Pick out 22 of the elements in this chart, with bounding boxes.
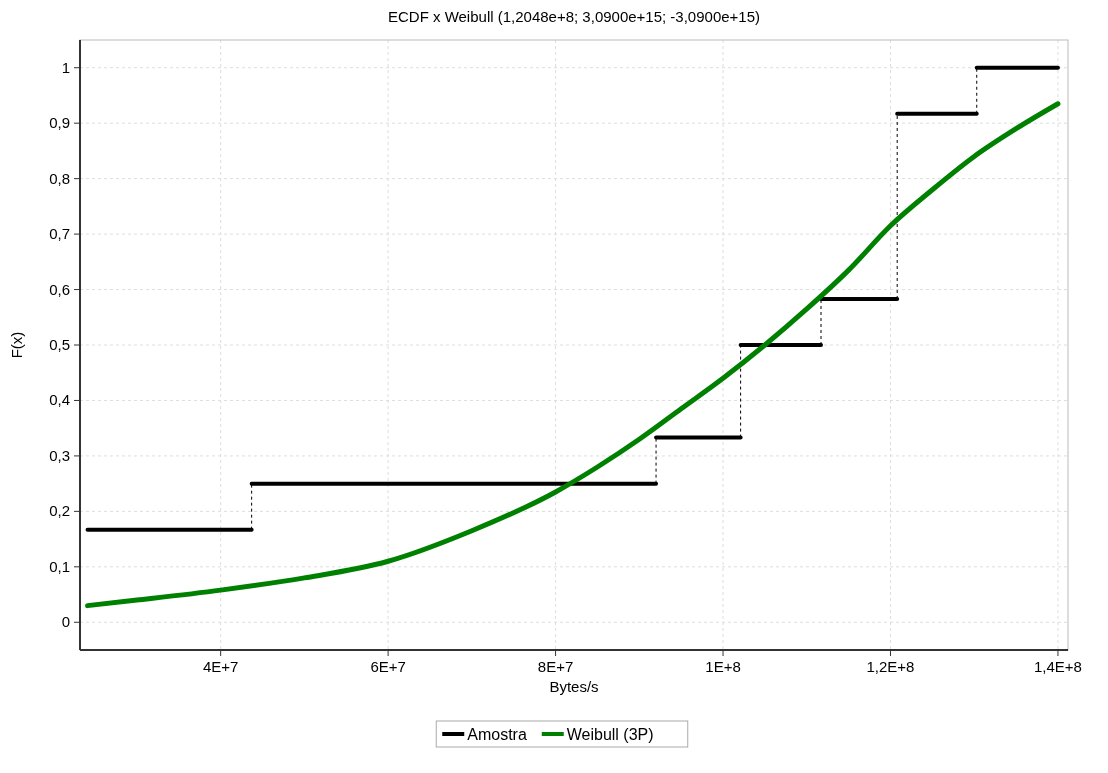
legend-label: Amostra — [467, 726, 527, 743]
y-tick-label: 0,6 — [49, 280, 70, 298]
y-tick-label: 0,5 — [49, 336, 70, 353]
x-tick-label: 1,4E+8 — [1033, 658, 1082, 675]
y-tick-label: 0,9 — [49, 114, 70, 132]
x-tick-label: 8E+7 — [537, 658, 574, 675]
y-tick-label: 0,8 — [49, 169, 70, 187]
y-tick-label: 1 — [61, 58, 70, 76]
x-tick-label: 1,2E+8 — [866, 658, 915, 675]
y-tick-label: 0,7 — [49, 225, 70, 243]
y-axis-title: F(x) — [8, 331, 25, 359]
y-tick-label: 0,1 — [49, 557, 70, 575]
x-axis-title: Bytes/s — [549, 678, 599, 695]
x-tick-label: 4E+7 — [202, 658, 239, 675]
y-tick-label: 0,2 — [49, 502, 70, 520]
y-tick-label: 0,3 — [49, 446, 70, 464]
legend-label: Weibull (3P) — [566, 726, 654, 743]
chart-title: ECDF x Weibull (1,2048e+8; 3,0900e+15; -3,0900e+15) — [387, 8, 761, 25]
x-tick-label: 6E+7 — [370, 658, 406, 675]
x-tick-label: 1E+8 — [705, 658, 741, 675]
y-tick-label: 0 — [61, 613, 70, 631]
y-tick-label: 0,4 — [49, 391, 70, 409]
